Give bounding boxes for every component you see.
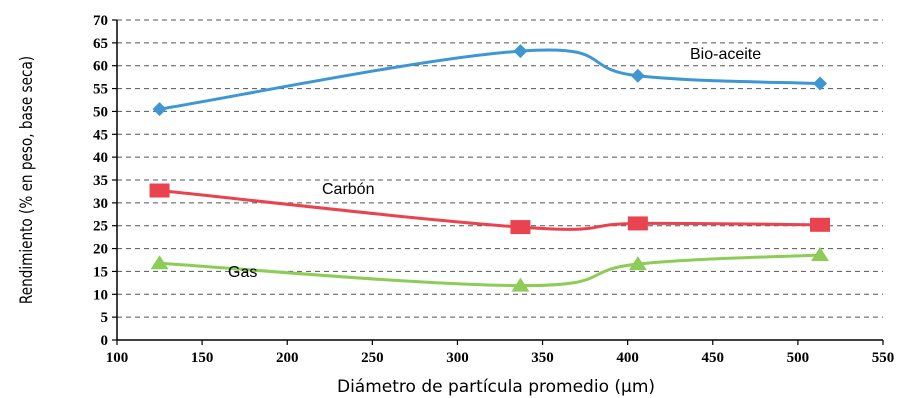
y-tick-label: 65 [93,36,108,52]
series-line [159,253,821,288]
x-tick-label: 400 [616,350,639,366]
series-carb-n [149,183,831,235]
y-tick-label: 25 [93,219,108,235]
y-tick-label: 5 [101,310,109,326]
series-labels: Bio-aceite Carbón Gas [228,46,761,281]
x-tick-label: 300 [446,350,469,366]
x-ticks: 100 150 200 250 300 350 400 450 500 550 [106,340,895,366]
y-tick-label: 10 [93,287,108,303]
data-point [513,44,528,59]
x-tick-label: 200 [276,350,299,366]
y-tick-label: 50 [93,104,108,120]
y-tick-label: 0 [101,333,109,349]
y-tick-label: 45 [93,127,108,143]
x-tick-label: 500 [787,350,810,366]
x-tick-label: 250 [361,350,384,366]
y-axis-label: Rendimiento (% en peso, base seca) [17,56,37,304]
x-tick-label: 100 [106,350,129,366]
data-point [813,76,828,91]
data-point [628,256,647,271]
data-point [511,277,530,292]
y-tick-label: 40 [93,150,108,166]
x-tick-label: 450 [702,350,725,366]
data-point [150,255,169,270]
data-point [152,102,167,117]
series-label-carb-n: Carbón [322,181,374,198]
data-point [149,183,170,198]
series-line [159,48,821,111]
data-point [810,217,831,232]
x-axis-label: Diámetro de partícula promedio (µm) [337,377,655,397]
y-tick-label: 55 [93,82,108,98]
data-point [811,246,830,261]
y-tick-label: 60 [93,59,108,75]
data-point [630,68,645,83]
series-bio-aceite [152,44,828,117]
x-tick-label: 350 [531,350,554,366]
series-label-bio-aceite: Bio-aceite [690,46,761,63]
data-point [627,216,648,231]
x-tick-label: 150 [191,350,214,366]
y-ticks: 0 5 10 15 20 25 30 35 40 45 50 55 60 65 70 [93,13,117,349]
x-tick-label: 550 [872,350,895,366]
series-label-gas: Gas [228,264,257,281]
y-tick-label: 15 [93,264,108,280]
y-tick-label: 20 [93,242,108,258]
y-tick-label: 35 [93,173,108,189]
series-gas [150,246,830,292]
data-point [510,220,531,235]
y-tick-label: 30 [93,196,108,212]
series-group [149,44,831,292]
series-line [159,189,821,231]
y-tick-label: 70 [93,13,108,29]
